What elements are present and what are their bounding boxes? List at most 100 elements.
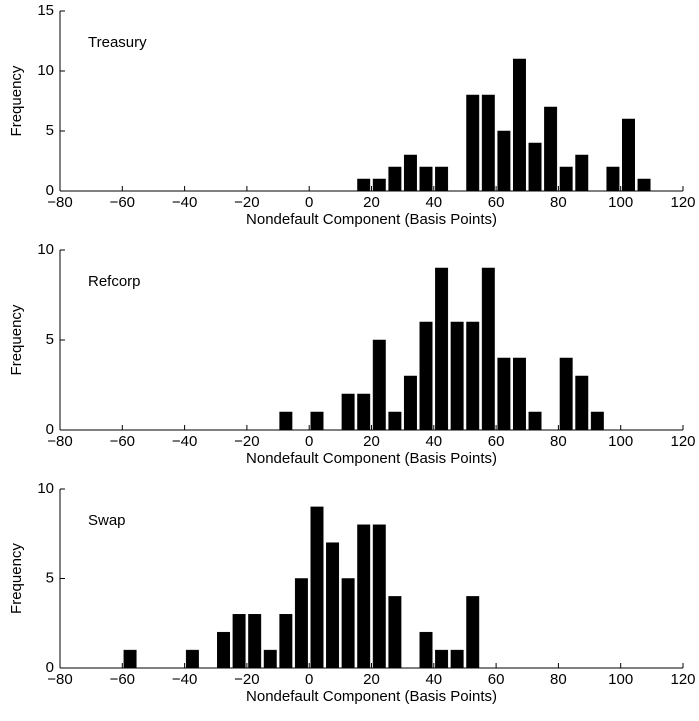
x-tick-label: −60 [110,433,135,450]
x-tick-label: 40 [425,671,442,688]
bar [388,411,402,431]
bar [606,166,620,192]
y-tick-label: 5 [46,569,54,586]
bar [466,94,480,192]
bar [622,118,635,192]
y-tick-label: 0 [46,659,54,676]
x-tick-label: 100 [608,433,633,450]
x-tick-label: 80 [550,433,567,450]
bar [559,357,573,431]
x-axis-label: Nondefault Component (Basis Points) [246,450,497,467]
x-tick-label: −20 [234,433,259,450]
x-tick-label: −20 [234,194,259,211]
y-axis-label: Frequency [8,543,25,614]
y-axis-label: Frequency [8,65,25,136]
x-tick-label: 0 [305,433,313,450]
x-tick-label: 120 [670,194,695,211]
x-tick-label: 80 [550,671,567,688]
annotation: Treasury [88,34,147,51]
bar [294,578,308,669]
bar [435,267,449,431]
bar [123,649,137,669]
x-tick-label: 20 [363,194,380,211]
bar [481,94,495,192]
x-tick-label: 120 [670,671,695,688]
x-tick-label: 40 [425,194,442,211]
bar [637,178,651,192]
bar [575,375,589,431]
y-tick-label: 10 [37,241,54,258]
bar [279,614,293,669]
bar [388,596,402,669]
x-tick-label: −80 [47,671,72,688]
bar [512,357,526,431]
x-tick-label: 80 [550,194,567,211]
bar [326,542,340,669]
x-tick-label: −40 [172,194,197,211]
bar [310,506,324,669]
bar [419,321,433,431]
x-tick-label: 20 [363,433,380,450]
y-tick-label: 5 [46,122,54,139]
x-tick-label: −40 [172,671,197,688]
x-tick-label: 40 [425,433,442,450]
bar [372,524,386,669]
bar [466,321,480,431]
x-tick-label: 60 [488,194,505,211]
x-tick-label: 0 [305,194,313,211]
bar [341,393,355,431]
y-tick-label: 0 [46,182,54,199]
bar [403,375,417,431]
bar [279,411,293,431]
bar [419,631,433,669]
bar [248,614,262,669]
bar [357,178,371,192]
y-tick-label: 10 [37,480,54,497]
x-tick-label: 100 [608,671,633,688]
x-tick-label: 120 [670,433,695,450]
bar [372,339,386,431]
x-tick-label: −60 [110,671,135,688]
x-axis-label: Nondefault Component (Basis Points) [246,211,497,228]
bar [435,649,449,669]
bar [481,267,495,431]
bar [497,357,511,431]
annotation: Refcorp [88,273,141,290]
bar [341,578,355,669]
x-tick-label: 60 [488,671,505,688]
x-tick-label: 0 [305,671,313,688]
bar [512,58,526,192]
bar [232,614,246,669]
bar [263,649,277,669]
bar [466,596,480,669]
bar [419,166,433,192]
x-tick-label: 100 [608,194,633,211]
bar [372,178,386,192]
x-tick-label: −20 [234,671,259,688]
x-tick-label: 60 [488,433,505,450]
annotation: Swap [88,512,126,529]
bar [544,106,558,192]
bar [217,631,231,669]
x-tick-label: −80 [47,194,72,211]
x-tick-label: −80 [47,433,72,450]
bar [435,166,449,192]
bar [357,393,371,431]
x-axis-label: Nondefault Component (Basis Points) [246,688,497,705]
y-tick-label: 15 [37,2,54,19]
y-tick-label: 0 [46,421,54,438]
bar [559,166,573,192]
bar [185,649,199,669]
bar [403,154,417,192]
bar [450,649,464,669]
bar [310,411,324,431]
y-tick-label: 10 [37,62,54,79]
bar [575,154,589,192]
bar [528,142,542,192]
bar [388,166,402,192]
bar [528,411,542,431]
bar [450,321,464,431]
x-tick-label: 20 [363,671,380,688]
bar [497,130,511,192]
